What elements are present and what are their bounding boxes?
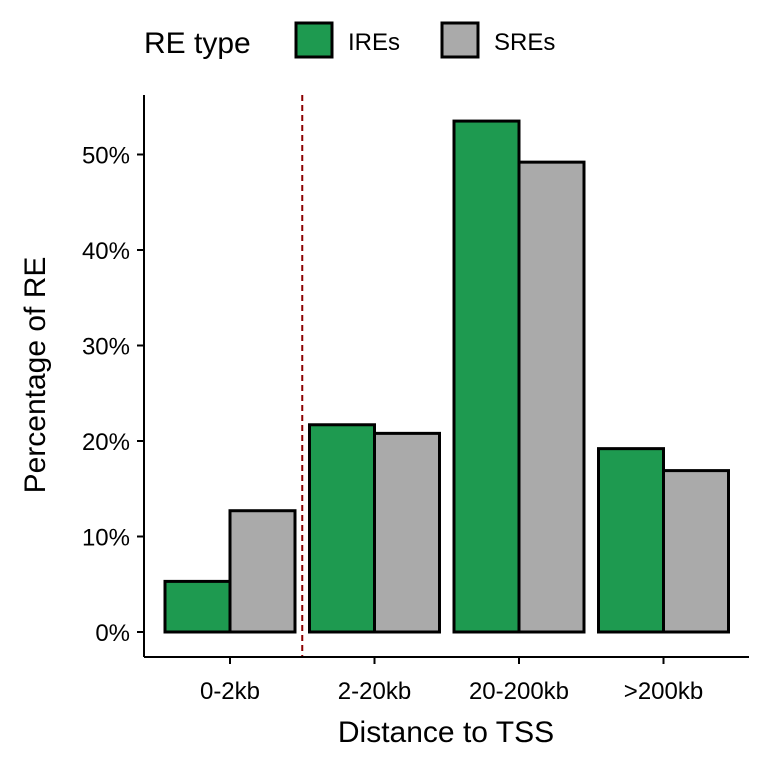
y-tick-label: 50% [82,143,130,170]
legend-label-ires: IREs [348,29,400,56]
x-tick-label: 20-200kb [469,678,569,705]
legend-swatch-ires [294,21,334,59]
x-tick-label: 0-2kb [200,678,260,705]
bar-ires-2-20kb [308,423,376,634]
bar-sres-20-200kb [517,160,586,634]
legend-label-sres: SREs [494,29,555,56]
y-axis-title: Percentage of RE [19,257,52,494]
y-tick-label: 30% [82,334,130,361]
y-tick-label: 10% [82,525,130,552]
y-tick-label: 20% [82,429,130,456]
bar-ires-200kb [597,447,665,634]
bar-ires-20-200kb [452,119,521,634]
bar-sres-0-2kb [228,509,297,634]
x-tick-label: 2-20kb [338,678,411,705]
bar-ires-0-2kb [163,579,232,634]
x-tick-label: >200kb [624,678,703,705]
bars [163,119,730,634]
x-axis-ticks: 0-2kb 2-20kb 20-200kb >200kb [200,657,703,705]
y-tick-label: 0% [95,620,130,647]
legend: RE type IREs SREs [144,21,555,60]
bar-sres-200kb [662,469,730,634]
legend-title: RE type [144,27,251,60]
legend-swatch-sres [440,21,480,59]
bar-sres-2-20kb [373,431,441,634]
x-axis-title: Distance to TSS [338,716,554,749]
y-tick-label: 40% [82,238,130,265]
plot-area: 0% 10% 20% 30% 40% 50% 0-2kb 2-20kb 20-200kb >20… [82,95,749,705]
y-axis-ticks: 0% 10% 20% 30% 40% 50% [82,143,144,647]
